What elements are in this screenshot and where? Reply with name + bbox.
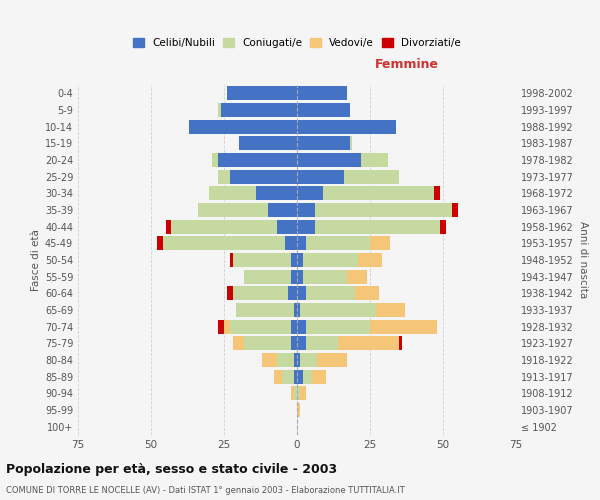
Bar <box>233 336 244 350</box>
Bar <box>239 136 297 150</box>
Bar <box>399 336 402 350</box>
Bar <box>218 153 297 167</box>
Bar <box>311 370 326 384</box>
Bar <box>344 170 399 184</box>
Bar <box>300 303 376 317</box>
Bar <box>218 320 224 334</box>
Bar <box>163 236 286 250</box>
Bar <box>434 186 440 200</box>
Bar <box>297 86 347 101</box>
Bar <box>297 220 314 234</box>
Bar <box>157 236 163 250</box>
Bar <box>297 270 303 284</box>
Bar <box>323 186 434 200</box>
Bar <box>306 236 370 250</box>
Bar <box>297 170 344 184</box>
Bar <box>166 220 172 234</box>
Bar <box>291 270 297 284</box>
Bar <box>297 103 350 117</box>
Bar <box>297 286 306 300</box>
Bar <box>274 370 283 384</box>
Bar <box>221 103 297 117</box>
Bar <box>370 320 437 334</box>
Bar <box>244 336 291 350</box>
Bar <box>218 170 230 184</box>
Bar <box>452 203 458 217</box>
Bar <box>230 170 297 184</box>
Bar <box>244 270 291 284</box>
Bar <box>297 403 300 417</box>
Bar <box>347 270 367 284</box>
Bar <box>172 220 277 234</box>
Bar <box>350 136 352 150</box>
Bar <box>300 386 306 400</box>
Bar <box>288 286 297 300</box>
Bar <box>297 353 300 367</box>
Bar <box>277 220 297 234</box>
Bar <box>189 120 297 134</box>
Bar <box>294 370 297 384</box>
Bar <box>286 236 297 250</box>
Bar <box>297 370 303 384</box>
Bar <box>277 353 294 367</box>
Bar <box>209 186 256 200</box>
Bar <box>297 153 361 167</box>
Bar <box>303 270 347 284</box>
Bar <box>297 320 306 334</box>
Bar <box>212 153 218 167</box>
Bar <box>317 353 347 367</box>
Bar <box>256 186 297 200</box>
Bar <box>291 320 297 334</box>
Bar <box>227 286 233 300</box>
Bar <box>440 220 446 234</box>
Bar <box>230 253 233 267</box>
Y-axis label: Anni di nascita: Anni di nascita <box>578 222 588 298</box>
Bar <box>376 303 405 317</box>
Text: Popolazione per età, sesso e stato civile - 2003: Popolazione per età, sesso e stato civil… <box>6 462 337 475</box>
Bar <box>370 236 391 250</box>
Bar <box>306 286 355 300</box>
Bar <box>297 136 350 150</box>
Bar <box>198 203 268 217</box>
Bar <box>291 386 294 400</box>
Bar <box>300 353 317 367</box>
Bar <box>294 303 297 317</box>
Bar <box>297 203 314 217</box>
Bar <box>314 203 452 217</box>
Bar <box>268 203 297 217</box>
Bar <box>297 303 300 317</box>
Bar <box>314 220 440 234</box>
Bar <box>297 253 303 267</box>
Bar <box>291 253 297 267</box>
Bar <box>236 303 294 317</box>
Legend: Celibi/Nubili, Coniugati/e, Vedovi/e, Divorziati/e: Celibi/Nubili, Coniugati/e, Vedovi/e, Di… <box>129 34 465 52</box>
Bar <box>297 120 396 134</box>
Bar <box>224 320 230 334</box>
Bar <box>303 253 358 267</box>
Bar <box>361 153 388 167</box>
Bar <box>297 236 306 250</box>
Bar <box>233 253 291 267</box>
Bar <box>233 286 288 300</box>
Text: Femmine: Femmine <box>374 58 439 71</box>
Bar <box>297 336 306 350</box>
Bar <box>297 386 300 400</box>
Bar <box>227 86 297 101</box>
Y-axis label: Fasce di età: Fasce di età <box>31 229 41 291</box>
Bar <box>294 386 297 400</box>
Bar <box>338 336 399 350</box>
Bar <box>291 336 297 350</box>
Bar <box>262 353 277 367</box>
Bar <box>358 253 382 267</box>
Bar <box>306 336 338 350</box>
Bar <box>294 353 297 367</box>
Bar <box>355 286 379 300</box>
Bar <box>297 186 323 200</box>
Bar <box>306 320 370 334</box>
Bar <box>303 370 311 384</box>
Text: COMUNE DI TORRE LE NOCELLE (AV) - Dati ISTAT 1° gennaio 2003 - Elaborazione TUTT: COMUNE DI TORRE LE NOCELLE (AV) - Dati I… <box>6 486 405 495</box>
Bar <box>230 320 291 334</box>
Bar <box>283 370 294 384</box>
Bar <box>218 103 221 117</box>
